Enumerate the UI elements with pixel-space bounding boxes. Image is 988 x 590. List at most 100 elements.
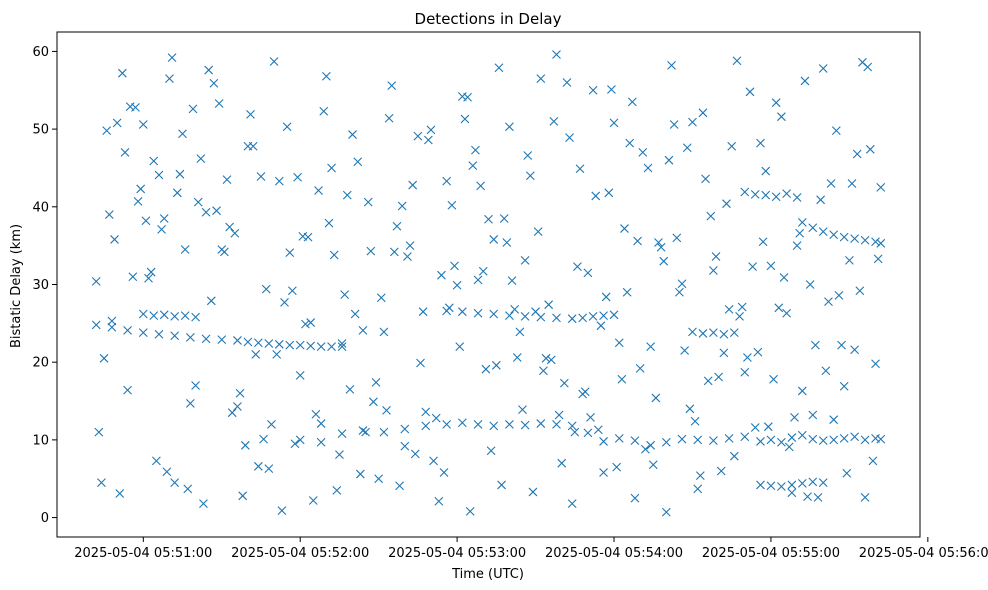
detection-point-194 [784, 442, 794, 452]
detection-track-b-52 [808, 434, 818, 444]
detection-track-b-55 [839, 433, 849, 443]
detection-point-309 [146, 267, 156, 277]
detection-point-380 [845, 256, 854, 265]
detection-track-b-48 [766, 435, 776, 445]
detection-point-306 [99, 353, 109, 363]
detection-track-b-27 [442, 419, 452, 429]
detection-track-b-41 [661, 437, 671, 447]
x-tick-label-3: 2025-05-04 05:54:00 [545, 546, 683, 561]
detection-point-307 [115, 489, 125, 498]
detection-point-170 [596, 321, 606, 331]
detection-track-f-99 [818, 478, 828, 488]
detection-point-279 [669, 120, 679, 129]
detection-point-352 [821, 366, 831, 376]
detection-track-d-74 [698, 329, 708, 338]
detection-point-254 [473, 275, 483, 285]
detection-point-111 [133, 196, 143, 206]
detection-point-333 [523, 151, 533, 160]
detection-track-a-5 [170, 331, 180, 341]
detection-point-286 [724, 304, 734, 314]
detection-point-215 [167, 53, 177, 63]
detection-point-278 [661, 507, 671, 517]
detection-point-155 [478, 266, 488, 276]
data-marks [91, 50, 886, 517]
detection-point-329 [460, 114, 470, 124]
detection-point-248 [426, 125, 436, 135]
detection-point-247 [418, 307, 428, 317]
detection-point-400 [672, 233, 682, 243]
detection-track-e-89 [850, 234, 860, 244]
detection-point-251 [450, 261, 459, 271]
detection-point-389 [327, 163, 336, 173]
detection-point-249 [434, 496, 444, 506]
detection-point-225 [246, 109, 255, 119]
detection-point-162 [533, 227, 543, 237]
detection-track-d-81 [771, 192, 781, 202]
detection-point-339 [617, 374, 627, 384]
detection-point-268 [583, 268, 593, 278]
detection-point-274 [630, 493, 640, 503]
detection-point-234 [316, 419, 326, 428]
detection-point-232 [301, 319, 310, 329]
detection-point-284 [709, 266, 718, 275]
y-tick-label-5: 50 [32, 123, 49, 138]
detection-track-b-56 [850, 432, 860, 442]
detection-track-a-17 [316, 342, 326, 352]
detection-point-115 [165, 74, 174, 84]
detection-point-355 [868, 456, 878, 466]
detection-point-257 [497, 480, 506, 490]
detection-point-287 [732, 56, 742, 66]
detection-point-328 [444, 303, 454, 313]
detection-point-367 [437, 270, 446, 280]
detection-point-154 [471, 145, 480, 155]
detection-point-189 [745, 87, 755, 97]
detection-point-109 [117, 68, 127, 78]
detection-track-b-37 [599, 437, 608, 446]
detection-track-d-73 [688, 327, 697, 337]
detection-track-f-98 [808, 477, 818, 487]
detection-point-210 [128, 272, 138, 282]
detection-point-138 [345, 384, 355, 394]
detection-point-356 [91, 277, 101, 286]
detection-point-281 [685, 404, 695, 414]
detection-point-112 [141, 216, 151, 226]
detection-point-323 [366, 246, 376, 256]
detection-track-b-59 [876, 434, 886, 444]
detection-point-305 [873, 254, 883, 264]
detection-point-193 [777, 112, 786, 122]
detection-point-266 [567, 499, 577, 508]
detection-point-384 [170, 478, 180, 488]
detection-point-295 [795, 228, 805, 238]
detection-point-282 [693, 484, 703, 494]
detection-point-118 [188, 104, 198, 114]
detection-point-354 [852, 149, 862, 159]
detection-point-137 [337, 339, 347, 348]
detection-track-c-61 [457, 307, 467, 317]
detection-point-131 [290, 439, 300, 449]
detection-point-296 [803, 492, 812, 501]
detection-point-177 [651, 393, 661, 403]
detection-point-192 [769, 374, 778, 384]
detection-point-258 [505, 122, 514, 132]
detection-point-217 [183, 484, 193, 494]
detection-point-108 [110, 235, 119, 244]
detection-track-c-62 [473, 308, 483, 318]
y-tick-label-3: 30 [32, 278, 49, 293]
detection-track-d-76 [719, 329, 729, 339]
detection-point-321 [335, 450, 344, 460]
detection-track-c-67 [552, 313, 561, 323]
detection-track-c-71 [599, 311, 608, 320]
detection-point-283 [701, 174, 710, 184]
detection-point-273 [622, 287, 632, 297]
detection-point-294 [787, 488, 797, 498]
detection-point-202 [847, 179, 857, 188]
detection-point-353 [837, 340, 846, 350]
detection-track-d-80 [761, 190, 771, 200]
detection-point-376 [719, 348, 729, 358]
detection-point-106 [94, 427, 104, 437]
detection-track-b-24 [379, 427, 389, 437]
y-tick-label-1: 10 [32, 433, 49, 448]
detection-track-f-93 [756, 480, 765, 490]
detection-point-224 [238, 491, 248, 501]
detection-point-152 [455, 342, 465, 352]
